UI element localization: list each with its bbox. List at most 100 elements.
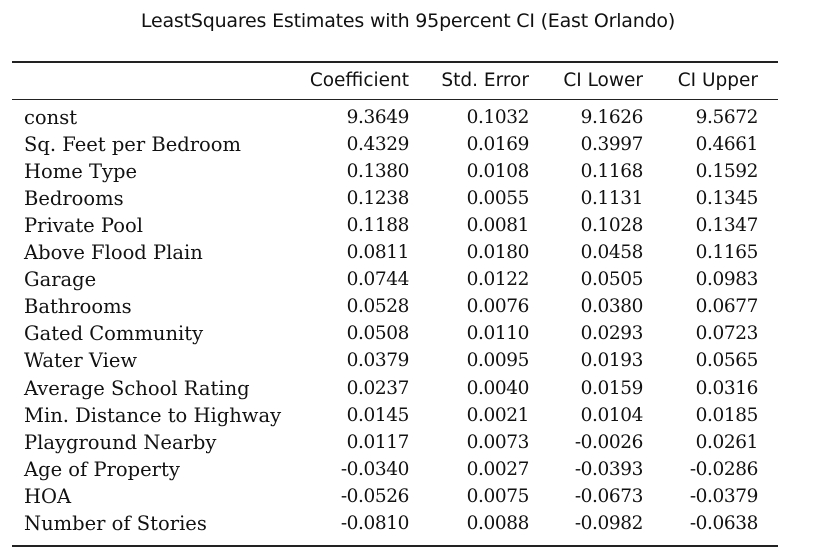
cell-ci-upper: 0.1345 [695, 188, 759, 210]
cell-ci-upper: -0.0638 [689, 512, 759, 534]
cell-std-error: 0.0081 [466, 215, 530, 237]
cell-ci-upper: 0.1347 [695, 215, 759, 237]
cell-coefficient: -0.0340 [340, 458, 410, 480]
cell-coefficient: 0.0145 [346, 404, 410, 426]
table-row: Sq. Feet per Bedroom 0.4329 0.0169 0.3997 0.… [0, 131, 816, 158]
cell-coefficient: 0.0508 [346, 323, 410, 345]
table-row: Private Pool 0.1188 0.0081 0.1028 0.1347 [0, 212, 816, 239]
header-std-error: Std. Error [441, 70, 529, 91]
table-row: Home Type 0.1380 0.0108 0.1168 0.1592 [0, 158, 816, 185]
cell-coefficient: 9.3649 [346, 107, 410, 128]
cell-std-error: 0.0027 [466, 458, 530, 480]
header-ci-lower: CI Lower [563, 70, 643, 91]
cell-std-error: 0.0021 [466, 404, 530, 426]
table-row: const 9.3649 0.1032 9.1626 9.5672 [0, 104, 816, 131]
table-row: Bedrooms 0.1238 0.0055 0.1131 0.1345 [0, 185, 816, 212]
cell-ci-lower: 0.1168 [580, 161, 644, 183]
cell-ci-lower: 9.1626 [580, 107, 644, 128]
cell-ci-lower: 0.0380 [580, 296, 644, 318]
cell-std-error: 0.0110 [466, 323, 530, 345]
table-row: Min. Distance to Highway 0.0145 0.0021 0.01… [0, 402, 816, 429]
cell-ci-upper: 0.0185 [695, 404, 759, 426]
table-row: Garage 0.0744 0.0122 0.0505 0.0983 [0, 266, 816, 293]
cell-std-error: 0.0040 [466, 377, 530, 399]
cell-std-error: 0.0122 [466, 269, 530, 291]
top-rule [12, 61, 778, 63]
row-label: const [24, 106, 78, 129]
row-label: Sq. Feet per Bedroom [24, 133, 242, 157]
row-label: Garage [24, 268, 97, 292]
cell-std-error: 0.0076 [466, 296, 530, 318]
table-row: Above Flood Plain 0.0811 0.0180 0.0458 0.116… [0, 239, 816, 266]
cell-std-error: 0.0055 [466, 188, 530, 210]
cell-std-error: 0.0095 [466, 350, 530, 372]
cell-ci-lower: -0.0026 [574, 431, 644, 453]
cell-ci-upper: 0.0316 [695, 377, 759, 399]
row-label: Playground Nearby [24, 430, 217, 454]
table-row: Gated Community 0.0508 0.0110 0.0293 0.0723 [0, 320, 816, 347]
cell-std-error: 0.1032 [466, 107, 530, 128]
cell-std-error: 0.0075 [466, 485, 530, 507]
table-row: Age of Property -0.0340 0.0027 -0.0393 -0.02… [0, 456, 816, 483]
cell-ci-lower: 0.0505 [580, 269, 644, 291]
cell-ci-upper: 0.0261 [695, 431, 759, 453]
cell-ci-upper: 9.5672 [695, 107, 759, 128]
cell-coefficient: 0.4329 [346, 134, 410, 156]
cell-ci-upper: 0.1592 [695, 161, 759, 183]
cell-ci-upper: 0.0677 [695, 296, 759, 318]
cell-ci-lower: 0.1028 [580, 215, 644, 237]
cell-ci-lower: 0.0104 [580, 404, 644, 426]
row-label: HOA [24, 484, 72, 508]
cell-ci-lower: 0.0193 [580, 350, 644, 372]
cell-coefficient: 0.0811 [346, 242, 410, 264]
cell-ci-upper: 0.1165 [695, 242, 759, 264]
table-row: Bathrooms 0.0528 0.0076 0.0380 0.0677 [0, 293, 816, 320]
cell-ci-upper: 0.0983 [695, 269, 759, 291]
cell-ci-upper: 0.0565 [695, 350, 759, 372]
cell-coefficient: 0.0379 [346, 350, 410, 372]
cell-std-error: 0.0180 [466, 242, 530, 264]
row-label: Min. Distance to Highway [24, 403, 282, 427]
cell-coefficient: -0.0810 [340, 512, 410, 534]
cell-ci-lower: -0.0393 [574, 458, 644, 480]
table-row: Average School Rating 0.0237 0.0040 0.0159 0… [0, 375, 816, 402]
cell-coefficient: -0.0526 [340, 485, 410, 507]
row-label: Private Pool [24, 214, 143, 238]
cell-coefficient: 0.1238 [346, 188, 410, 210]
table-header: Coefficient Std. Error CI Lower CI Upper [0, 67, 816, 94]
header-ci-upper: CI Upper [677, 70, 758, 91]
cell-ci-lower: -0.0982 [574, 512, 644, 534]
row-label: Above Flood Plain [24, 241, 203, 265]
cell-ci-lower: 0.0159 [580, 377, 644, 399]
table-row: Number of Stories -0.0810 0.0088 -0.0982 -0.… [0, 510, 816, 537]
cell-coefficient: 0.0237 [346, 377, 410, 399]
cell-coefficient: 0.0528 [346, 296, 410, 318]
cell-std-error: 0.0169 [466, 134, 530, 156]
cell-ci-lower: 0.1131 [580, 188, 644, 210]
cell-coefficient: 0.0744 [346, 269, 410, 291]
cell-coefficient: 0.1380 [346, 161, 410, 183]
cell-coefficient: 0.0117 [346, 431, 410, 453]
cell-coefficient: 0.1188 [346, 215, 410, 237]
cell-std-error: 0.0088 [466, 512, 530, 534]
row-label: Bedrooms [24, 187, 124, 211]
bottom-rule [12, 545, 778, 547]
table-row: Water View 0.0379 0.0095 0.0193 0.0565 [0, 347, 816, 374]
row-label: Gated Community [24, 322, 204, 346]
row-label: Home Type [24, 160, 138, 184]
row-label: Water View [24, 349, 138, 373]
row-label: Age of Property [24, 457, 180, 481]
cell-ci-lower: 0.0293 [580, 323, 644, 345]
cell-std-error: 0.0073 [466, 431, 530, 453]
row-label: Number of Stories [24, 511, 207, 535]
table-row: Playground Nearby 0.0117 0.0073 -0.0026 0.02… [0, 429, 816, 456]
cell-ci-upper: -0.0379 [689, 485, 759, 507]
header-rule [12, 99, 778, 100]
table-caption: LeastSquares Estimates with 95percent CI… [140, 10, 676, 32]
row-label: Bathrooms [24, 295, 132, 319]
cell-ci-upper: 0.0723 [695, 323, 759, 345]
cell-ci-upper: 0.4661 [695, 134, 759, 156]
row-label: Average School Rating [24, 376, 250, 400]
cell-ci-lower: -0.0673 [574, 485, 644, 507]
cell-ci-upper: -0.0286 [689, 458, 759, 480]
